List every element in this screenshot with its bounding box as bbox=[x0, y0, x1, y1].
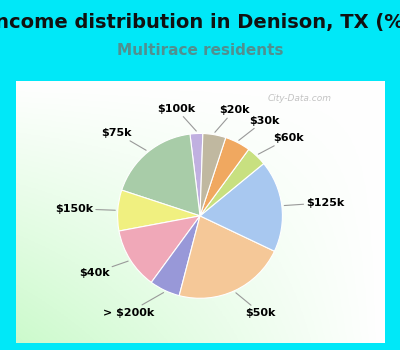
Text: City-Data.com: City-Data.com bbox=[267, 94, 331, 103]
Text: $60k: $60k bbox=[258, 133, 304, 154]
Text: > $200k: > $200k bbox=[103, 293, 164, 318]
Text: Multirace residents: Multirace residents bbox=[117, 43, 283, 58]
Text: $125k: $125k bbox=[284, 198, 344, 208]
Wedge shape bbox=[122, 134, 200, 216]
Wedge shape bbox=[179, 216, 274, 298]
Text: $40k: $40k bbox=[79, 261, 128, 278]
Text: $75k: $75k bbox=[102, 128, 146, 150]
Text: $150k: $150k bbox=[55, 204, 115, 214]
Text: Income distribution in Denison, TX (%): Income distribution in Denison, TX (%) bbox=[0, 13, 400, 32]
Wedge shape bbox=[200, 163, 282, 251]
Wedge shape bbox=[200, 133, 226, 216]
Wedge shape bbox=[200, 149, 264, 216]
Wedge shape bbox=[200, 138, 249, 216]
Text: $100k: $100k bbox=[157, 104, 196, 131]
Text: $20k: $20k bbox=[215, 105, 249, 132]
Text: $30k: $30k bbox=[239, 116, 279, 140]
Text: $50k: $50k bbox=[236, 293, 276, 318]
Wedge shape bbox=[119, 216, 200, 282]
Wedge shape bbox=[151, 216, 200, 296]
Wedge shape bbox=[118, 190, 200, 231]
Wedge shape bbox=[190, 133, 203, 216]
